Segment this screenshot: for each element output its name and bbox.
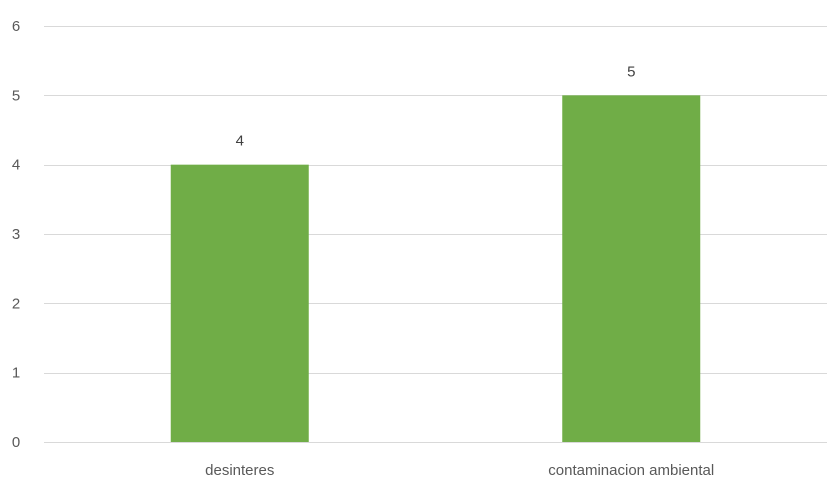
bar-desinteres xyxy=(170,164,309,442)
y-tick-label: 5 xyxy=(12,87,20,104)
gridlines xyxy=(44,26,827,443)
y-tick-label: 0 xyxy=(12,434,20,451)
y-tick-label: 6 xyxy=(12,18,20,35)
y-axis-tick-labels: 0 1 2 3 4 5 6 xyxy=(12,18,20,451)
x-axis-tick-labels: desinteres contaminacion ambiental xyxy=(205,462,714,479)
y-tick-label: 2 xyxy=(12,295,20,312)
y-tick-label: 1 xyxy=(12,365,20,382)
bars xyxy=(170,95,701,442)
data-label: 4 xyxy=(236,133,244,150)
bar-contaminacion-ambiental xyxy=(562,95,701,442)
x-tick-label: contaminacion ambiental xyxy=(548,462,714,479)
y-tick-label: 3 xyxy=(12,226,20,243)
y-tick-label: 4 xyxy=(12,157,20,174)
data-label: 5 xyxy=(627,63,635,80)
data-labels: 45 xyxy=(236,63,636,149)
x-tick-label: desinteres xyxy=(205,462,274,479)
